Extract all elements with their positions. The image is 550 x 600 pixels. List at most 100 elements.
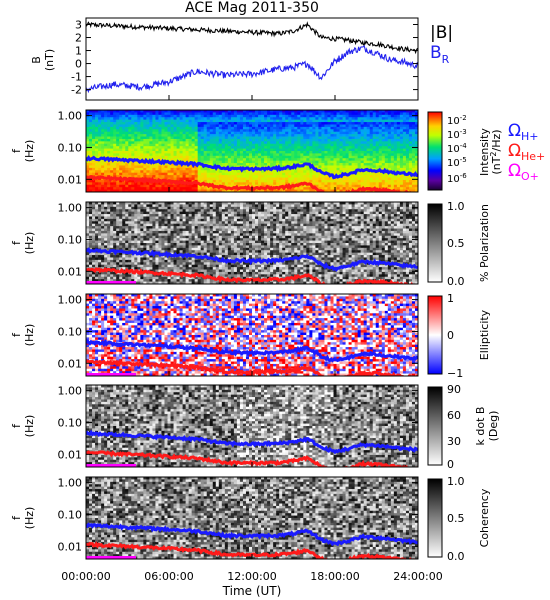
spectrogram-cell [167, 204, 171, 208]
legend-b-r-main: B [430, 43, 442, 63]
spectrogram-cell [270, 206, 274, 210]
spectrogram-cell [89, 211, 93, 215]
spectrogram-cell [200, 148, 205, 152]
spectrogram-cell [303, 146, 307, 149]
spectrogram-cell [285, 155, 289, 159]
spectrogram-cell [161, 204, 165, 208]
spectrogram-cell [327, 122, 331, 125]
spectrogram-cell [95, 206, 99, 210]
spectrogram-cell [146, 216, 150, 220]
spectrogram-cell [89, 182, 93, 186]
spectrogram-cell [321, 151, 325, 154]
spectrogram-cell [252, 209, 256, 213]
spectrogram-cell [339, 143, 343, 147]
spectrogram-cell [89, 170, 93, 174]
spectrogram-cell [309, 223, 313, 227]
spectrogram-cell [245, 124, 250, 128]
spectrogram-cell [285, 126, 289, 130]
spectrogram-cell [194, 187, 199, 190]
spectrogram-cell [203, 143, 208, 147]
spectrogram-cell [384, 179, 389, 183]
spectrogram-cell [140, 187, 144, 190]
spectrogram-cell [161, 187, 165, 190]
spectrogram-cell [233, 122, 238, 125]
spectrogram-cell [342, 160, 346, 164]
spectrogram-cell [279, 170, 283, 174]
spectrogram-cell [366, 172, 371, 176]
spectrogram-cell [239, 182, 244, 186]
spectrogram-cell [393, 112, 398, 116]
spectrogram-cell [197, 223, 202, 227]
spectrogram-cell [315, 163, 319, 166]
spectrogram-cell [351, 165, 356, 169]
spectrogram-cell [324, 226, 328, 229]
spectrogram-cell [167, 134, 171, 137]
spectrogram-cell [354, 209, 359, 213]
spectrogram-cell [399, 184, 404, 188]
spectrogram-cell [315, 124, 319, 128]
spectrogram-cell [140, 211, 144, 215]
spectrogram-cell [321, 221, 325, 225]
spectrogram-cell [212, 170, 217, 174]
spectrogram-cell [297, 221, 301, 225]
spectrogram-cell [176, 112, 180, 116]
spectrogram-cell [270, 141, 274, 145]
spectrogram-cell [134, 117, 138, 121]
spectrogram-cell [128, 119, 132, 123]
spectrogram-cell [399, 160, 404, 164]
spectrogram-cell [86, 170, 90, 174]
spectrogram-cell [369, 122, 374, 125]
spectrogram-cell [152, 172, 156, 176]
spectrogram-cell [194, 223, 199, 227]
spectrogram-cell [227, 218, 232, 222]
spectrogram-cell [158, 143, 162, 147]
spectrogram-cell [288, 172, 292, 176]
spectrogram-cell [158, 223, 162, 227]
spectrogram-cell [369, 141, 374, 145]
spectrogram-cell [327, 119, 331, 123]
spectrogram-cell [264, 151, 268, 154]
spectrogram-cell [95, 172, 99, 176]
spectrogram-cell [306, 209, 310, 213]
spectrogram-cell [348, 214, 352, 217]
spectrogram-cell [336, 114, 340, 118]
spectrogram-cell [255, 175, 259, 178]
spectrogram-cell [252, 141, 256, 145]
spectrogram-cell [351, 202, 356, 205]
spectrogram-cell [264, 148, 268, 152]
spectrogram-cell [221, 177, 226, 181]
spectrogram-cell [258, 221, 262, 225]
spectrogram-cell [185, 143, 190, 147]
spectrogram-cell [218, 170, 223, 174]
spectrogram-cell [393, 136, 398, 140]
spectrogram-cell [161, 216, 165, 220]
spectrogram-cell [197, 158, 202, 162]
spectrogram-cell [227, 153, 232, 157]
spectrogram-cell [285, 131, 289, 135]
spectrogram-cell [414, 114, 418, 118]
spectrogram-cell [408, 189, 413, 192]
spectrogram-cell [137, 172, 141, 176]
spectrogram-cell [149, 148, 153, 152]
figure-title: ACE Mag 2011-350 [185, 0, 319, 16]
spectrogram-cell [212, 211, 217, 215]
spectrogram-cell [188, 167, 193, 171]
spectrogram-cell [113, 209, 117, 213]
spectrogram-cell [119, 141, 123, 145]
spectrogram-cell [158, 182, 162, 186]
spectrogram-cell [98, 218, 102, 222]
spectrogram-cell [261, 182, 265, 186]
spectrogram-cell [155, 177, 159, 181]
spectrogram-cell [258, 177, 262, 181]
spectrogram-cell [152, 184, 156, 188]
spectrogram-cell [116, 206, 120, 210]
spectrogram-cell [182, 204, 186, 208]
spectrogram-cell [282, 155, 286, 159]
spectrogram-cell [95, 143, 99, 147]
spectrogram-cell [212, 131, 217, 135]
spectrogram-cell [203, 179, 208, 183]
spectrogram-cell [309, 114, 313, 118]
spectrogram-cell [224, 214, 229, 217]
spectrogram-cell [230, 216, 235, 220]
spectrogram-cell [339, 129, 343, 133]
